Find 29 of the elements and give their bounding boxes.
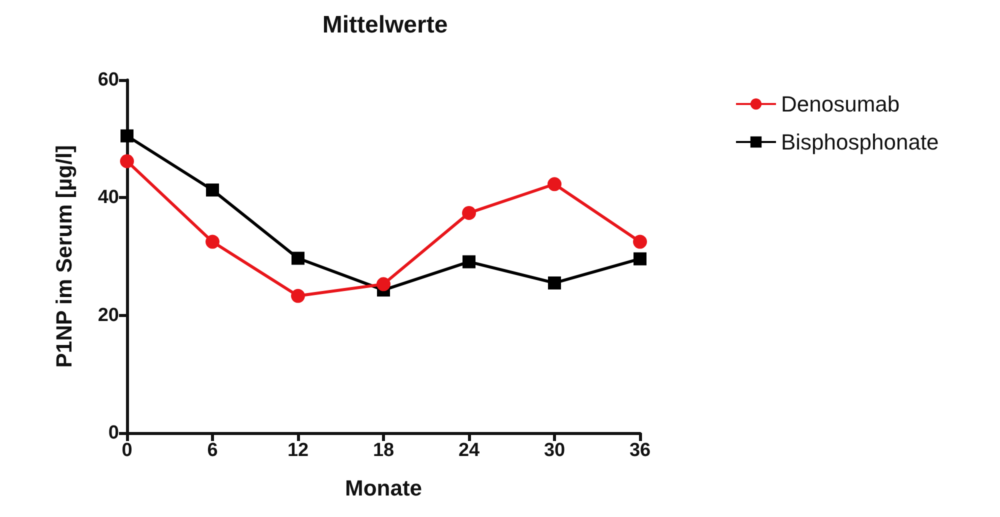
x-tick-label: 12 [287,440,309,461]
point [548,177,562,192]
y-tick-label: 60 [98,70,119,90]
legend-label: Bisphosphonate [781,130,939,154]
point [634,252,646,266]
point [633,234,647,249]
x-axis-title: Monate [345,476,422,500]
point [206,234,220,249]
y-tick-label: 40 [98,187,119,208]
y-tick-label: 0 [108,422,119,444]
point [462,255,476,268]
point [462,206,476,220]
y-axis-title: P1NP im Serum [µg/l] [52,145,76,368]
point [206,184,219,197]
x-tick-label: 36 [629,440,651,461]
point [120,129,134,142]
point [291,288,305,303]
point [548,276,561,290]
legend-label: Denosumab [781,92,900,116]
x-tick-label: 24 [458,440,480,461]
point [376,277,390,292]
x-tick-label: 18 [372,440,394,461]
point [292,252,304,265]
point [120,154,134,168]
x-tick-label: 0 [122,440,132,461]
chart-title: Mittelwerte [322,12,448,38]
x-tick-label: 30 [544,440,566,461]
x-tick-label: 6 [207,440,218,461]
y-tick-label: 20 [98,304,119,326]
